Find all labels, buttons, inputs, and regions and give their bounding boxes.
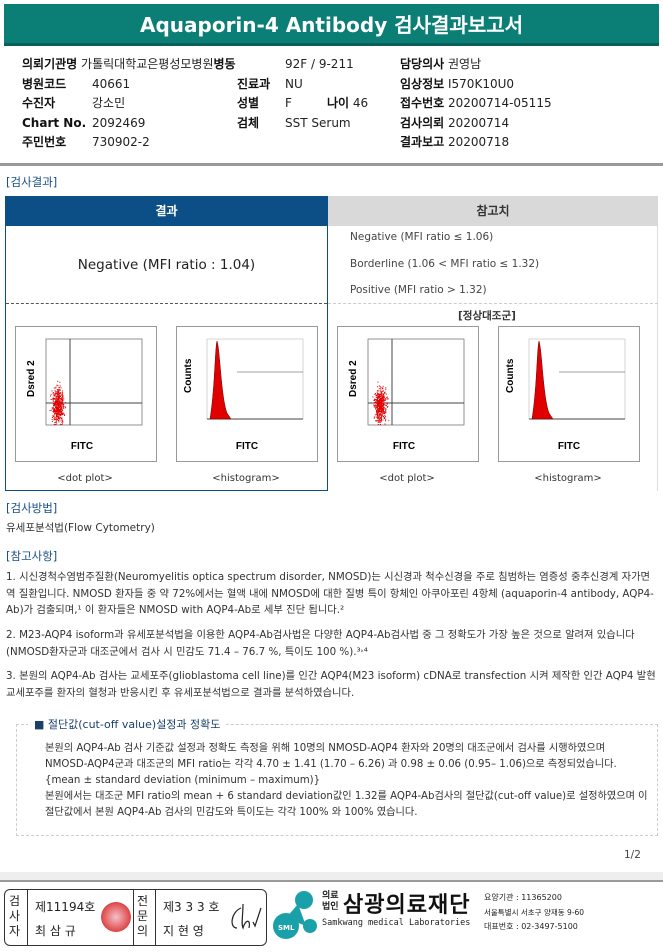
method-section-title: [검사방법] (6, 501, 58, 515)
histogram-caption: <histogram> (534, 473, 602, 484)
plot-xlabel: FITC (393, 441, 415, 452)
sex-label: 성별 (237, 96, 260, 111)
clinical-label: 임상정보 (400, 76, 445, 91)
doctor-number: 제3 3 3 호 (163, 900, 220, 914)
histogram-plot: Counts FITC (498, 326, 640, 462)
result-value: Negative (MFI ratio : 1.04) (77, 257, 256, 273)
cutoff-line-1: 본원의 AQP4-Ab 검사 기준값 설정과 정확도 측정을 위해 10명의 N… (45, 743, 617, 786)
divider (0, 163, 663, 166)
dot-plot-chart: Dsred 2 FITC (26, 338, 143, 452)
dept-value: NU (285, 76, 303, 91)
histogram-chart: Counts FITC (505, 338, 626, 452)
specimen-label: 검체 (237, 115, 260, 130)
clinical-value: I570K10U0 (448, 76, 514, 91)
tester-number: 제11194호 (35, 900, 96, 914)
plot-xlabel: FITC (71, 441, 93, 452)
ward-value: 92F / 9-211 (285, 57, 354, 71)
ref-positive: Positive (MFI ratio > 1.32) (350, 284, 487, 296)
dot-plot-chart: Dsred 2 FITC (348, 338, 465, 452)
note-3: 3. 본원의 AQP4-Ab 검사는 교세포주(glioblastoma cel… (6, 670, 656, 699)
patient-label: 수진자 (22, 96, 56, 111)
request-value: 20200714 (448, 115, 510, 130)
doctor-signature-icon (231, 903, 262, 930)
specimen-value: SST Serum (285, 115, 351, 130)
result-header: 결과 (5, 196, 328, 226)
report-title: Aquaporin-4 Antibody 검사결과보고서 (4, 4, 659, 46)
tester-seal-icon (101, 902, 131, 932)
dot-ylabel: Dsred 2 (348, 360, 359, 397)
patient-info-col1: 의뢰기관명 가톨릭대학교은평성모병원병동 병원코드 40661 수진자 강소민 Ch… (22, 55, 236, 153)
doctor-value: 권영남 (448, 57, 482, 71)
sex-value: F (285, 96, 292, 111)
reference-panel (328, 226, 658, 491)
org-english: Samkwang medical Laboratories (322, 918, 471, 928)
cutoff-heading: ■ 절단값(cut-off value)설정과 정확도 (28, 716, 227, 732)
institution-value: 가톨릭대학교은평성모병원 (81, 57, 214, 71)
chart-label: Chart No. (22, 115, 87, 130)
tester-label: 검사자 (9, 894, 21, 938)
divider (6, 303, 327, 304)
divider (328, 303, 658, 304)
ref-negative: Negative (MFI ratio ≤ 1.06) (350, 231, 494, 243)
hist-ylabel: Counts (505, 358, 516, 393)
report-label: 결과보고 (400, 135, 445, 150)
page-number: 1/2 (624, 849, 641, 861)
hist-ylabel: Counts (183, 358, 194, 393)
histogram-caption: <histogram> (212, 473, 280, 484)
doctor-label: 전문의 (137, 894, 149, 938)
org-prefix: 의료법인 (322, 891, 339, 912)
age-value: 46 (352, 96, 369, 111)
patient-info-col3: 담당의사 권영남 임상정보 I570K10U0 접수번호 20200714-05… (400, 55, 552, 153)
org-code: 요양기관 : 11365200 (484, 893, 562, 902)
patient-info-col2: 92F / 9-211 진료과 NU 성별 F 나이 46 검체 SST Serum (237, 55, 368, 133)
dot-plot: Dsred 2 FITC (337, 326, 479, 462)
age-label: 나이 (327, 96, 350, 111)
footer-band (0, 872, 663, 882)
plot-xlabel: FITC (236, 441, 258, 452)
note-1: 1. 시신경척수염범주질환(Neuromyelitis optica spect… (6, 571, 654, 616)
notes-section-title: [참고사항] (6, 549, 58, 563)
org-name: 삼광의료재단 (343, 893, 471, 918)
results-section-title: [검사결과] (6, 175, 58, 189)
plot-xlabel: FITC (558, 441, 580, 452)
note-2: 2. M23-AQP4 isoform과 유세포분석법을 이용한 AQP4-Ab… (6, 629, 635, 658)
cutoff-text: 본원의 AQP4-Ab 검사 기준값 설정과 정확도 측정을 위해 10명의 N… (45, 741, 650, 821)
reference-header: 참고치 (328, 196, 658, 226)
code-value: 40661 (92, 76, 131, 91)
institution-label: 의뢰기관명 (22, 57, 78, 71)
patient-value: 강소민 (92, 96, 126, 111)
method-text: 유세포분석법(Flow Cytometry) (6, 522, 155, 534)
doctor-label: 담당의사 (400, 57, 445, 71)
id-value: 730902-2 (92, 135, 150, 150)
doctor-name: 지 현 영 (163, 924, 204, 938)
cutoff-line-2: 본원에서는 대조군 MFI ratio의 mean + 6 standard d… (45, 791, 648, 818)
dept-label: 진료과 (237, 76, 271, 91)
org-address: 서울특별시 서초구 양재동 9-60 (484, 908, 585, 917)
dot-plot: Dsred 2 FITC (15, 326, 157, 462)
sml-logo-icon: SML (273, 891, 317, 939)
receipt-value: 20200714-05115 (448, 96, 552, 111)
receipt-label: 접수번호 (400, 96, 445, 111)
id-label: 주민번호 (22, 135, 67, 150)
ward-label: 병동 (213, 57, 236, 71)
histogram-plot: Counts FITC (176, 326, 318, 462)
chart-value: 2092469 (92, 115, 146, 130)
ref-borderline: Borderline (1.06 < MFI ratio ≤ 1.32) (350, 258, 540, 270)
signature-box: 검사자 제11194호 최 삼 규 전문의 제3 3 3 호 지 현 영 (4, 889, 267, 946)
code-label: 병원코드 (22, 76, 67, 91)
org-phone: 대표번호 : 02-3497-5100 (484, 922, 578, 931)
control-label: [정상대조군] (458, 310, 516, 322)
dot-plot-caption: <dot plot> (379, 473, 435, 484)
logo-text: SML (278, 924, 295, 932)
cutoff-box (16, 724, 658, 836)
tester-name: 최 삼 규 (35, 924, 76, 938)
report-value: 20200718 (448, 135, 510, 150)
histogram-chart: Counts FITC (183, 338, 304, 452)
dot-plot-caption: <dot plot> (57, 473, 113, 484)
request-label: 검사의뢰 (400, 115, 445, 130)
dot-ylabel: Dsred 2 (26, 360, 37, 397)
